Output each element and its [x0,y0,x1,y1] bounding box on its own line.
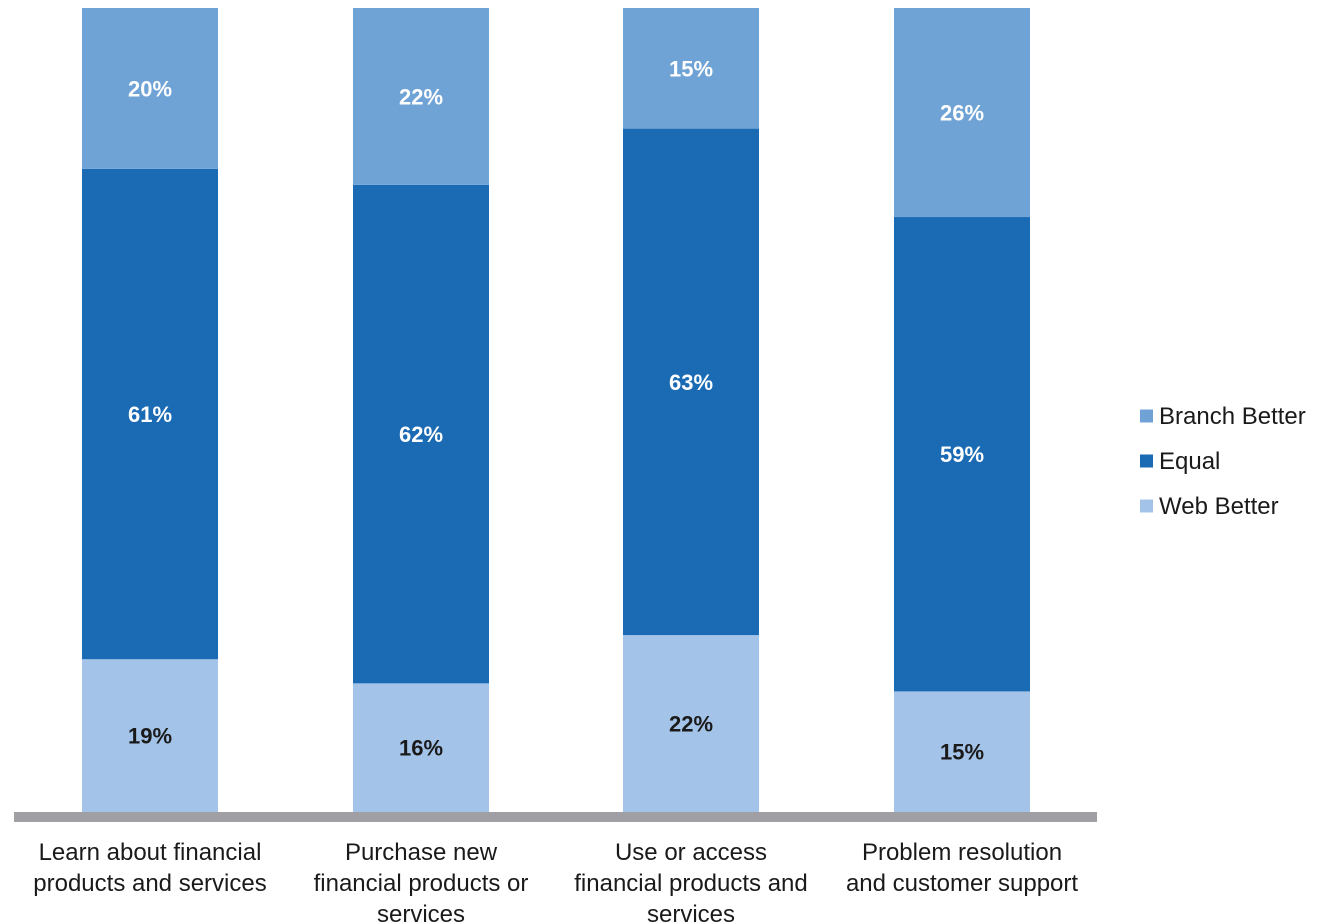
data-label-branch-better: 15% [669,56,713,81]
data-label-web-better: 22% [669,712,713,737]
data-label-equal: 62% [399,422,443,447]
category-label: Purchase new financial products or service… [314,839,529,922]
bar-segment-web-better [82,659,218,812]
bar-segment-branch-better [623,8,759,129]
bar-segment-equal [353,184,489,684]
legend-swatch-web-better [1140,499,1153,513]
bar-segment-branch-better [82,8,218,169]
x-axis-line [14,812,1097,822]
category-label-line: Purchase new [345,839,498,866]
data-label-web-better: 15% [940,740,984,765]
category-label-line: financial products or [314,870,529,897]
category-label-line: Problem resolution [862,839,1062,866]
bar-segment-web-better [623,635,759,812]
bars-group: 19% 61% 20% 16% 62% 22% 22% 63% 15% 15% 59% 26% [82,8,1030,812]
bar-segment-equal [82,168,218,660]
category-labels: Learn about financial products and servic… [33,839,1078,922]
data-label-equal: 59% [940,442,984,467]
legend-swatch-branch-better [1140,409,1153,423]
legend-label-equal: Equal [1159,448,1220,475]
category-label-line: Use or access [615,839,767,866]
category-label-line: services [647,901,735,922]
category-label-line: products and services [33,870,266,897]
data-label-web-better: 16% [399,736,443,761]
x-axis [14,812,1097,822]
data-label-branch-better: 22% [399,84,443,109]
bar-segment-web-better [353,683,489,812]
category-label: Use or access financial products and servi… [574,839,807,922]
legend-swatch-equal [1140,454,1153,468]
bar-segment-branch-better [894,8,1030,218]
legend-label-web-better: Web Better [1159,493,1279,520]
category-label: Problem resolution and customer support [846,839,1078,897]
category-label: Learn about financial products and servic… [33,839,266,897]
bar-segment-web-better [894,691,1030,812]
bar-segment-equal [894,217,1030,692]
data-label-equal: 63% [669,370,713,395]
data-label-equal: 61% [128,402,172,427]
bar-segment-equal [623,128,759,636]
legend: Branch Better Equal Web Better [1140,403,1306,520]
data-label-branch-better: 20% [128,76,172,101]
data-label-branch-better: 26% [940,101,984,126]
category-label-line: financial products and [574,870,807,897]
category-label-line: Learn about financial [39,839,262,866]
data-label-web-better: 19% [128,724,172,749]
bar-segment-branch-better [353,8,489,185]
legend-label-branch-better: Branch Better [1159,403,1306,430]
category-label-line: and customer support [846,870,1078,897]
category-label-line: services [377,901,465,922]
